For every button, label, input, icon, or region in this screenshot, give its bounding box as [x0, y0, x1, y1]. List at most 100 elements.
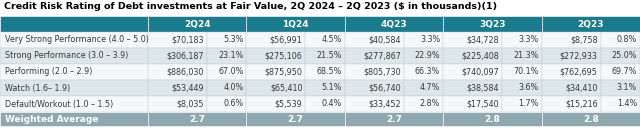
Text: 4.0%: 4.0% — [223, 84, 243, 92]
Bar — [600, 32, 640, 48]
Bar — [0, 64, 148, 80]
Bar — [207, 80, 246, 96]
Text: 3.3%: 3.3% — [420, 36, 440, 45]
Text: Default/Workout (1.0 – 1.5): Default/Workout (1.0 – 1.5) — [5, 99, 113, 109]
Bar — [502, 32, 541, 48]
Text: 4Q23: 4Q23 — [381, 20, 407, 28]
Bar — [148, 32, 207, 48]
Bar — [148, 96, 207, 112]
Text: 21.3%: 21.3% — [513, 51, 539, 61]
Text: $40,584: $40,584 — [369, 36, 401, 45]
Text: 68.5%: 68.5% — [316, 68, 342, 76]
Bar — [0, 112, 148, 126]
Bar — [305, 96, 345, 112]
Text: $306,187: $306,187 — [166, 51, 204, 61]
Bar — [0, 96, 148, 112]
Text: 2.7: 2.7 — [386, 115, 402, 124]
Text: $875,950: $875,950 — [264, 68, 303, 76]
Text: $33,452: $33,452 — [368, 99, 401, 109]
Text: $56,991: $56,991 — [269, 36, 303, 45]
Text: Performing (2.0 – 2.9): Performing (2.0 – 2.9) — [5, 68, 92, 76]
Bar — [246, 112, 345, 126]
Bar — [207, 48, 246, 64]
Bar — [305, 32, 345, 48]
Bar — [148, 64, 207, 80]
Text: 2.8: 2.8 — [484, 115, 500, 124]
Bar — [345, 48, 404, 64]
Text: Strong Performance (3.0 – 3.9): Strong Performance (3.0 – 3.9) — [5, 51, 129, 61]
Text: 4.5%: 4.5% — [321, 36, 342, 45]
Bar — [0, 32, 148, 48]
Text: $17,540: $17,540 — [467, 99, 499, 109]
Bar — [207, 64, 246, 80]
Bar — [502, 80, 541, 96]
Bar — [444, 48, 502, 64]
Bar — [207, 96, 246, 112]
Text: 21.5%: 21.5% — [316, 51, 342, 61]
Text: 1.4%: 1.4% — [617, 99, 637, 109]
Text: 3.1%: 3.1% — [617, 84, 637, 92]
Bar — [404, 80, 444, 96]
Text: $15,216: $15,216 — [565, 99, 598, 109]
Bar — [305, 80, 345, 96]
Text: $272,933: $272,933 — [560, 51, 598, 61]
Text: 0.4%: 0.4% — [321, 99, 342, 109]
Text: $53,449: $53,449 — [172, 84, 204, 92]
Bar — [444, 112, 541, 126]
Bar — [246, 32, 305, 48]
Bar — [502, 96, 541, 112]
Bar — [246, 64, 305, 80]
Bar — [0, 48, 148, 64]
Text: $275,106: $275,106 — [265, 51, 303, 61]
Bar — [502, 48, 541, 64]
Text: Watch (1.6– 1.9): Watch (1.6– 1.9) — [5, 84, 70, 92]
Bar — [502, 64, 541, 80]
Bar — [541, 32, 600, 48]
Bar — [207, 32, 246, 48]
Text: 2.7: 2.7 — [287, 115, 303, 124]
Bar — [444, 16, 541, 32]
Text: 67.0%: 67.0% — [218, 68, 243, 76]
Bar — [404, 96, 444, 112]
Bar — [148, 112, 246, 126]
Text: $5,539: $5,539 — [275, 99, 303, 109]
Bar — [541, 64, 600, 80]
Text: $38,584: $38,584 — [467, 84, 499, 92]
Bar — [541, 48, 600, 64]
Bar — [444, 96, 502, 112]
Text: $805,730: $805,730 — [364, 68, 401, 76]
Text: 2Q23: 2Q23 — [577, 20, 604, 28]
Bar — [305, 64, 345, 80]
Bar — [246, 16, 345, 32]
Bar — [345, 112, 444, 126]
Text: $277,867: $277,867 — [363, 51, 401, 61]
Text: 3.3%: 3.3% — [518, 36, 539, 45]
Bar — [246, 48, 305, 64]
Bar — [541, 96, 600, 112]
Text: Credit Risk Rating of Debt investments at Fair Value, 2Q 2024 – 2Q 2023 ($ in th: Credit Risk Rating of Debt investments a… — [4, 2, 497, 11]
Bar — [600, 48, 640, 64]
Bar — [0, 80, 148, 96]
Text: $8,758: $8,758 — [570, 36, 598, 45]
Bar — [246, 80, 305, 96]
Text: Very Strong Performance (4.0 – 5.0): Very Strong Performance (4.0 – 5.0) — [5, 36, 149, 45]
Bar — [148, 80, 207, 96]
Bar — [345, 32, 404, 48]
Bar — [404, 64, 444, 80]
Text: $225,408: $225,408 — [461, 51, 499, 61]
Text: 5.1%: 5.1% — [321, 84, 342, 92]
Text: 0.6%: 0.6% — [223, 99, 243, 109]
Text: 3.6%: 3.6% — [518, 84, 539, 92]
Text: 69.7%: 69.7% — [611, 68, 637, 76]
Bar — [345, 16, 444, 32]
Bar — [444, 80, 502, 96]
Text: 1.7%: 1.7% — [518, 99, 539, 109]
Text: 2.8%: 2.8% — [420, 99, 440, 109]
Bar — [600, 80, 640, 96]
Bar — [600, 96, 640, 112]
Text: $65,410: $65,410 — [270, 84, 303, 92]
Bar — [0, 16, 148, 32]
Bar — [541, 112, 640, 126]
Text: $740,097: $740,097 — [461, 68, 499, 76]
Bar — [600, 64, 640, 80]
